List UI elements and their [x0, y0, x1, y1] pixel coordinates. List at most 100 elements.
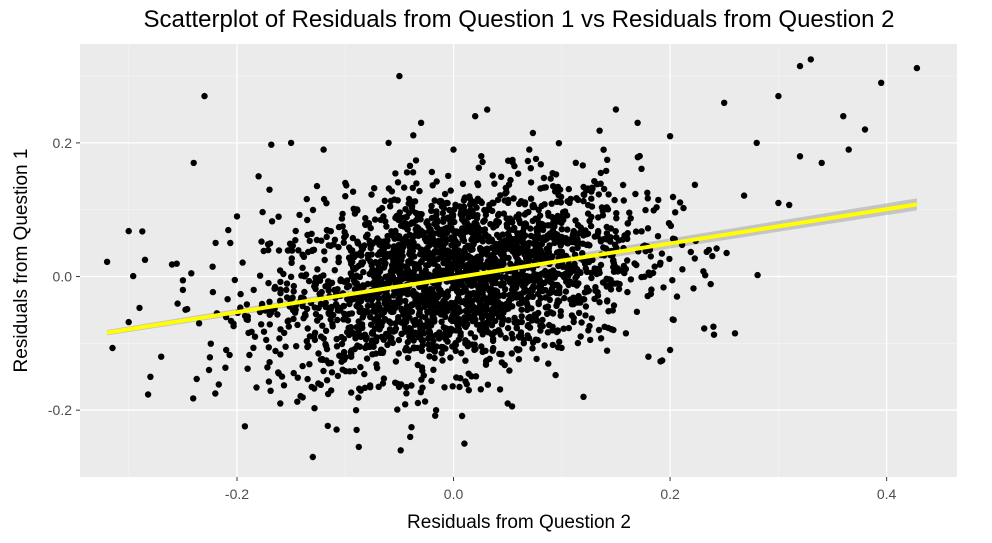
data-point: [544, 329, 552, 336]
data-point: [340, 239, 347, 246]
data-point: [278, 373, 286, 380]
data-point: [481, 217, 488, 224]
data-point: [357, 248, 365, 256]
data-point: [423, 293, 430, 300]
data-point: [533, 243, 540, 250]
data-point: [582, 303, 590, 310]
data-point: [394, 406, 401, 413]
data-point: [445, 172, 452, 180]
data-point: [484, 329, 492, 336]
data-point: [560, 325, 567, 332]
data-point: [579, 240, 586, 247]
data-point: [666, 255, 673, 263]
data-point: [477, 244, 484, 252]
data-point: [592, 284, 599, 291]
data-point: [333, 426, 340, 433]
data-point: [549, 341, 556, 349]
data-point: [258, 321, 265, 328]
data-point: [546, 296, 553, 303]
data-point: [498, 321, 505, 328]
data-point: [348, 389, 355, 396]
data-point: [553, 289, 560, 297]
data-point: [525, 334, 533, 342]
data-point: [301, 288, 308, 296]
data-point: [286, 240, 294, 247]
data-point: [489, 337, 497, 345]
data-point: [524, 306, 531, 314]
data-point: [475, 164, 482, 171]
data-point: [295, 247, 302, 254]
data-point: [209, 263, 216, 270]
data-point: [633, 308, 641, 315]
data-point: [410, 345, 418, 352]
data-point: [303, 195, 310, 203]
data-point: [283, 286, 290, 294]
data-point: [388, 253, 395, 261]
data-point: [365, 220, 373, 227]
fit-line-layer: [106, 202, 918, 335]
data-point: [462, 357, 469, 364]
data-point: [574, 221, 582, 229]
data-point: [469, 262, 476, 269]
data-point: [304, 231, 311, 239]
data-point: [840, 113, 847, 120]
data-point: [320, 195, 328, 203]
x-tick-label: 0.4: [877, 486, 897, 502]
axis-ticks-layer: -0.2 0.0 0.2 0.4 -0.2 0.0 0.2: [48, 135, 897, 502]
data-point: [456, 316, 464, 323]
data-point: [395, 336, 403, 344]
data-point: [577, 296, 585, 303]
data-point: [490, 297, 497, 304]
data-point: [109, 344, 116, 352]
data-point: [223, 346, 230, 354]
data-point: [428, 293, 436, 300]
data-point: [244, 313, 251, 320]
data-point: [357, 387, 364, 394]
data-point: [467, 304, 474, 311]
data-point: [401, 325, 409, 332]
data-point: [503, 300, 510, 308]
data-point: [403, 383, 410, 391]
data-point: [602, 245, 610, 252]
data-point: [479, 331, 486, 338]
data-point: [472, 295, 479, 303]
data-point: [593, 270, 600, 278]
data-point: [371, 216, 379, 223]
data-point: [613, 210, 620, 217]
data-point: [878, 79, 885, 87]
data-point: [556, 338, 563, 345]
data-point: [359, 259, 367, 266]
data-point: [379, 380, 387, 387]
data-point: [563, 264, 570, 271]
data-point: [251, 333, 259, 340]
data-point: [275, 247, 283, 254]
data-point: [346, 244, 353, 251]
data-point: [519, 282, 527, 290]
data-point: [450, 146, 457, 153]
data-point: [595, 227, 602, 235]
data-point: [519, 267, 526, 275]
data-point: [557, 312, 564, 319]
data-point: [290, 315, 297, 323]
data-point: [340, 335, 348, 343]
data-point: [380, 309, 388, 316]
data-point: [721, 99, 728, 107]
data-point: [420, 330, 427, 337]
data-point: [507, 260, 514, 267]
data-point: [580, 393, 587, 400]
data-point: [328, 369, 336, 376]
data-point: [374, 279, 382, 286]
data-point: [515, 246, 523, 253]
data-point: [258, 300, 266, 308]
data-point: [505, 181, 513, 188]
data-point: [381, 244, 388, 251]
data-point: [451, 206, 458, 213]
data-point: [392, 304, 399, 312]
data-point: [407, 275, 414, 283]
data-point: [351, 367, 358, 375]
data-point: [412, 157, 420, 164]
data-point: [265, 246, 272, 254]
data-point: [514, 274, 521, 281]
data-point: [396, 295, 403, 303]
data-point: [103, 258, 111, 265]
